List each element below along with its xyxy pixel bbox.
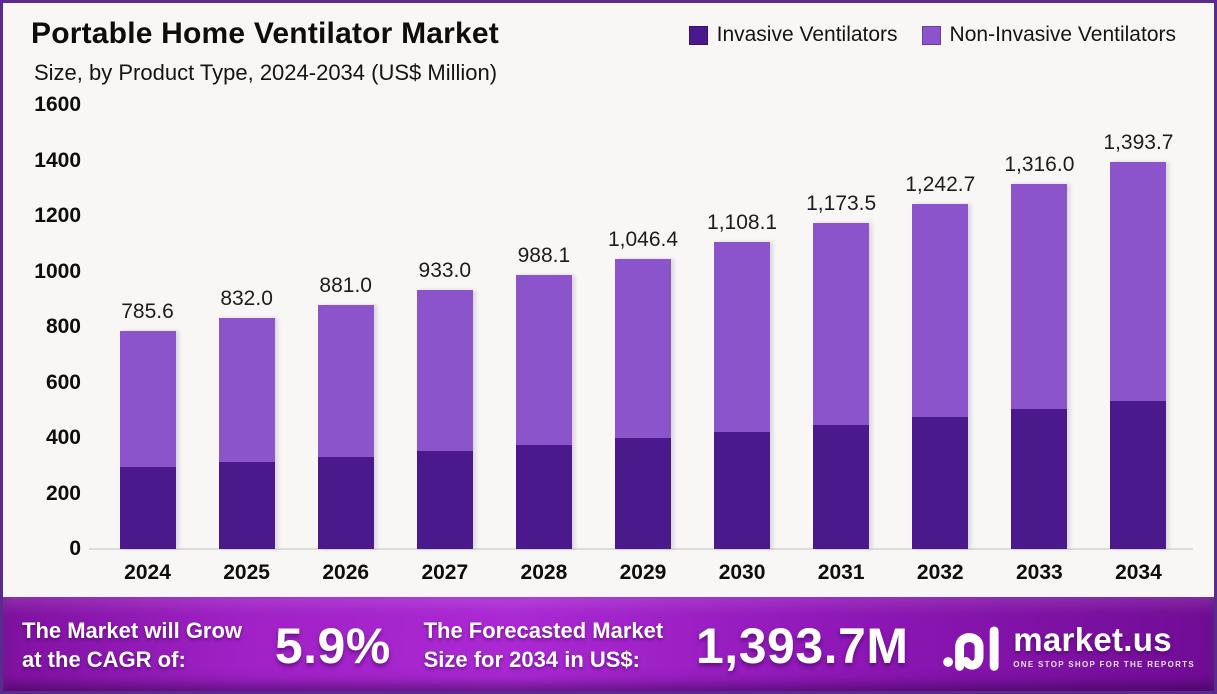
x-tick-label: 2025: [223, 561, 270, 584]
y-tick-label: 600: [45, 370, 81, 394]
stacked-bar: [714, 241, 771, 549]
brand-name: market.us: [1013, 620, 1172, 658]
bar-value-label: 1,242.7: [905, 173, 976, 197]
market-us-logo-icon: [943, 626, 999, 671]
bar-value-label: 1,316.0: [1004, 152, 1075, 176]
bar-segment-non-invasive: [515, 274, 572, 445]
bar-segment-invasive: [416, 450, 473, 549]
bar-segment-non-invasive: [317, 304, 374, 457]
bar-segment-invasive: [813, 424, 870, 549]
y-tick-label: 1000: [34, 259, 81, 283]
bar-column: 1,108.1: [693, 105, 792, 549]
stacked-bar: [813, 223, 870, 549]
bar-value-label: 933.0: [418, 259, 472, 283]
cagr-label: The Market will Grow at the CAGR of:: [22, 618, 243, 672]
bar-segment-invasive: [317, 456, 374, 549]
x-tick-label: 2034: [1115, 561, 1162, 584]
stacked-bar: [119, 331, 176, 549]
x-tick-label: 2031: [817, 561, 865, 584]
plot-area: 785.6 832.0 881.0 933.0 988.1 1,046.4 1,108.1 1…: [98, 105, 1188, 549]
bar-value-label: 785.6: [121, 300, 174, 323]
bar-segment-invasive: [614, 438, 671, 549]
page-subtitle: Size, by Product Type, 2024-2034 (US$ Mi…: [34, 60, 498, 85]
bar-segment-non-invasive: [912, 204, 969, 418]
bar-segment-non-invasive: [1011, 183, 1068, 410]
x-tick-label: 2027: [421, 561, 469, 584]
bar-segment-invasive: [1011, 409, 1068, 549]
forecast-label: The Forecasted Market Size for 2034 in U…: [423, 618, 664, 672]
x-tick-label: 2026: [322, 561, 370, 584]
bar-value-label: 1,046.4: [607, 227, 679, 251]
x-axis: 2024 2025 2026 2027 2028 2029 2030 2031 2032 2033…: [98, 561, 1188, 591]
bar-segment-invasive: [218, 461, 275, 549]
bar-segment-invasive: [119, 467, 176, 549]
bar-column: 988.1: [494, 105, 593, 549]
stacked-bar: [515, 274, 572, 549]
stacked-bar: [416, 290, 473, 549]
bar-segment-invasive: [1110, 400, 1167, 549]
bar-segment-non-invasive: [119, 331, 176, 468]
stacked-bar: [614, 258, 671, 549]
bar-value-label: 988.1: [517, 243, 571, 267]
footer-banner: The Market will Grow at the CAGR of: 5.9…: [3, 597, 1214, 691]
bar-segment-non-invasive: [218, 318, 275, 462]
bar-value-label: 1,173.5: [806, 192, 877, 216]
stacked-bar: [1110, 162, 1167, 549]
legend: Invasive Ventilators Non-Invasive Ventil…: [688, 23, 1176, 47]
bar-value-label: 881.0: [319, 273, 372, 297]
bar-column: 832.0: [197, 105, 296, 549]
legend-label-non-invasive: Non-Invasive Ventilators: [949, 23, 1176, 46]
cagr-value: 5.9%: [274, 617, 391, 674]
bar-column: 1,046.4: [593, 105, 692, 549]
x-tick-label: 2028: [520, 561, 568, 584]
legend-swatch-invasive: [688, 25, 708, 45]
brand-tagline: ONE STOP SHOP FOR THE REPORTS: [1013, 659, 1195, 669]
y-tick-label: 800: [45, 315, 81, 338]
legend-item-non-invasive: Non-Invasive Ventilators: [921, 23, 1176, 47]
page-title: Portable Home Ventilator Market: [31, 17, 499, 50]
x-tick-label: 2030: [718, 561, 766, 584]
bar-value-label: 1,393.7: [1103, 131, 1174, 155]
x-tick-label: 2029: [619, 561, 667, 584]
x-tick-label: 2024: [124, 561, 171, 584]
stacked-bar: [317, 304, 374, 549]
bar-segment-non-invasive: [416, 290, 473, 451]
bar-column: 1,316.0: [990, 105, 1089, 549]
y-tick-label: 1400: [34, 148, 81, 172]
bar-column: 785.6: [98, 105, 197, 549]
y-tick-label: 1600: [34, 93, 81, 116]
bar-value-label: 1,108.1: [707, 210, 778, 234]
bar-segment-non-invasive: [1110, 162, 1167, 401]
forecast-value: 1,393.7M: [696, 617, 909, 674]
bar-segment-invasive: [912, 417, 969, 549]
bar-value-label: 832.0: [220, 287, 273, 311]
x-tick-label: 2033: [1015, 561, 1063, 584]
bar-segment-invasive: [714, 432, 771, 549]
bar-column: 881.0: [296, 105, 395, 549]
x-axis-baseline: [89, 548, 1193, 550]
brand-group: market.us ONE STOP SHOP FOR THE REPORTS: [941, 618, 1195, 674]
bar-column: 1,242.7: [891, 105, 990, 549]
bar-column: 933.0: [395, 105, 494, 549]
legend-swatch-non-invasive: [921, 25, 941, 45]
y-tick-label: 200: [45, 481, 81, 505]
bar-segment-non-invasive: [813, 223, 870, 425]
stacked-bar: [1011, 183, 1068, 549]
y-tick-label: 1200: [34, 204, 81, 227]
y-tick-label: 400: [45, 426, 81, 449]
bar-column: 1,393.7: [1089, 105, 1188, 549]
bar-segment-non-invasive: [714, 241, 771, 433]
legend-item-invasive: Invasive Ventilators: [688, 23, 898, 47]
y-tick-label: 0: [69, 537, 81, 560]
stacked-bar: [218, 318, 275, 549]
bar-segment-invasive: [515, 444, 572, 549]
x-tick-label: 2032: [916, 561, 964, 584]
bar-column: 1,173.5: [792, 105, 891, 549]
stacked-bar: [912, 204, 969, 549]
legend-label-invasive: Invasive Ventilators: [716, 23, 898, 46]
bar-segment-non-invasive: [614, 258, 671, 438]
